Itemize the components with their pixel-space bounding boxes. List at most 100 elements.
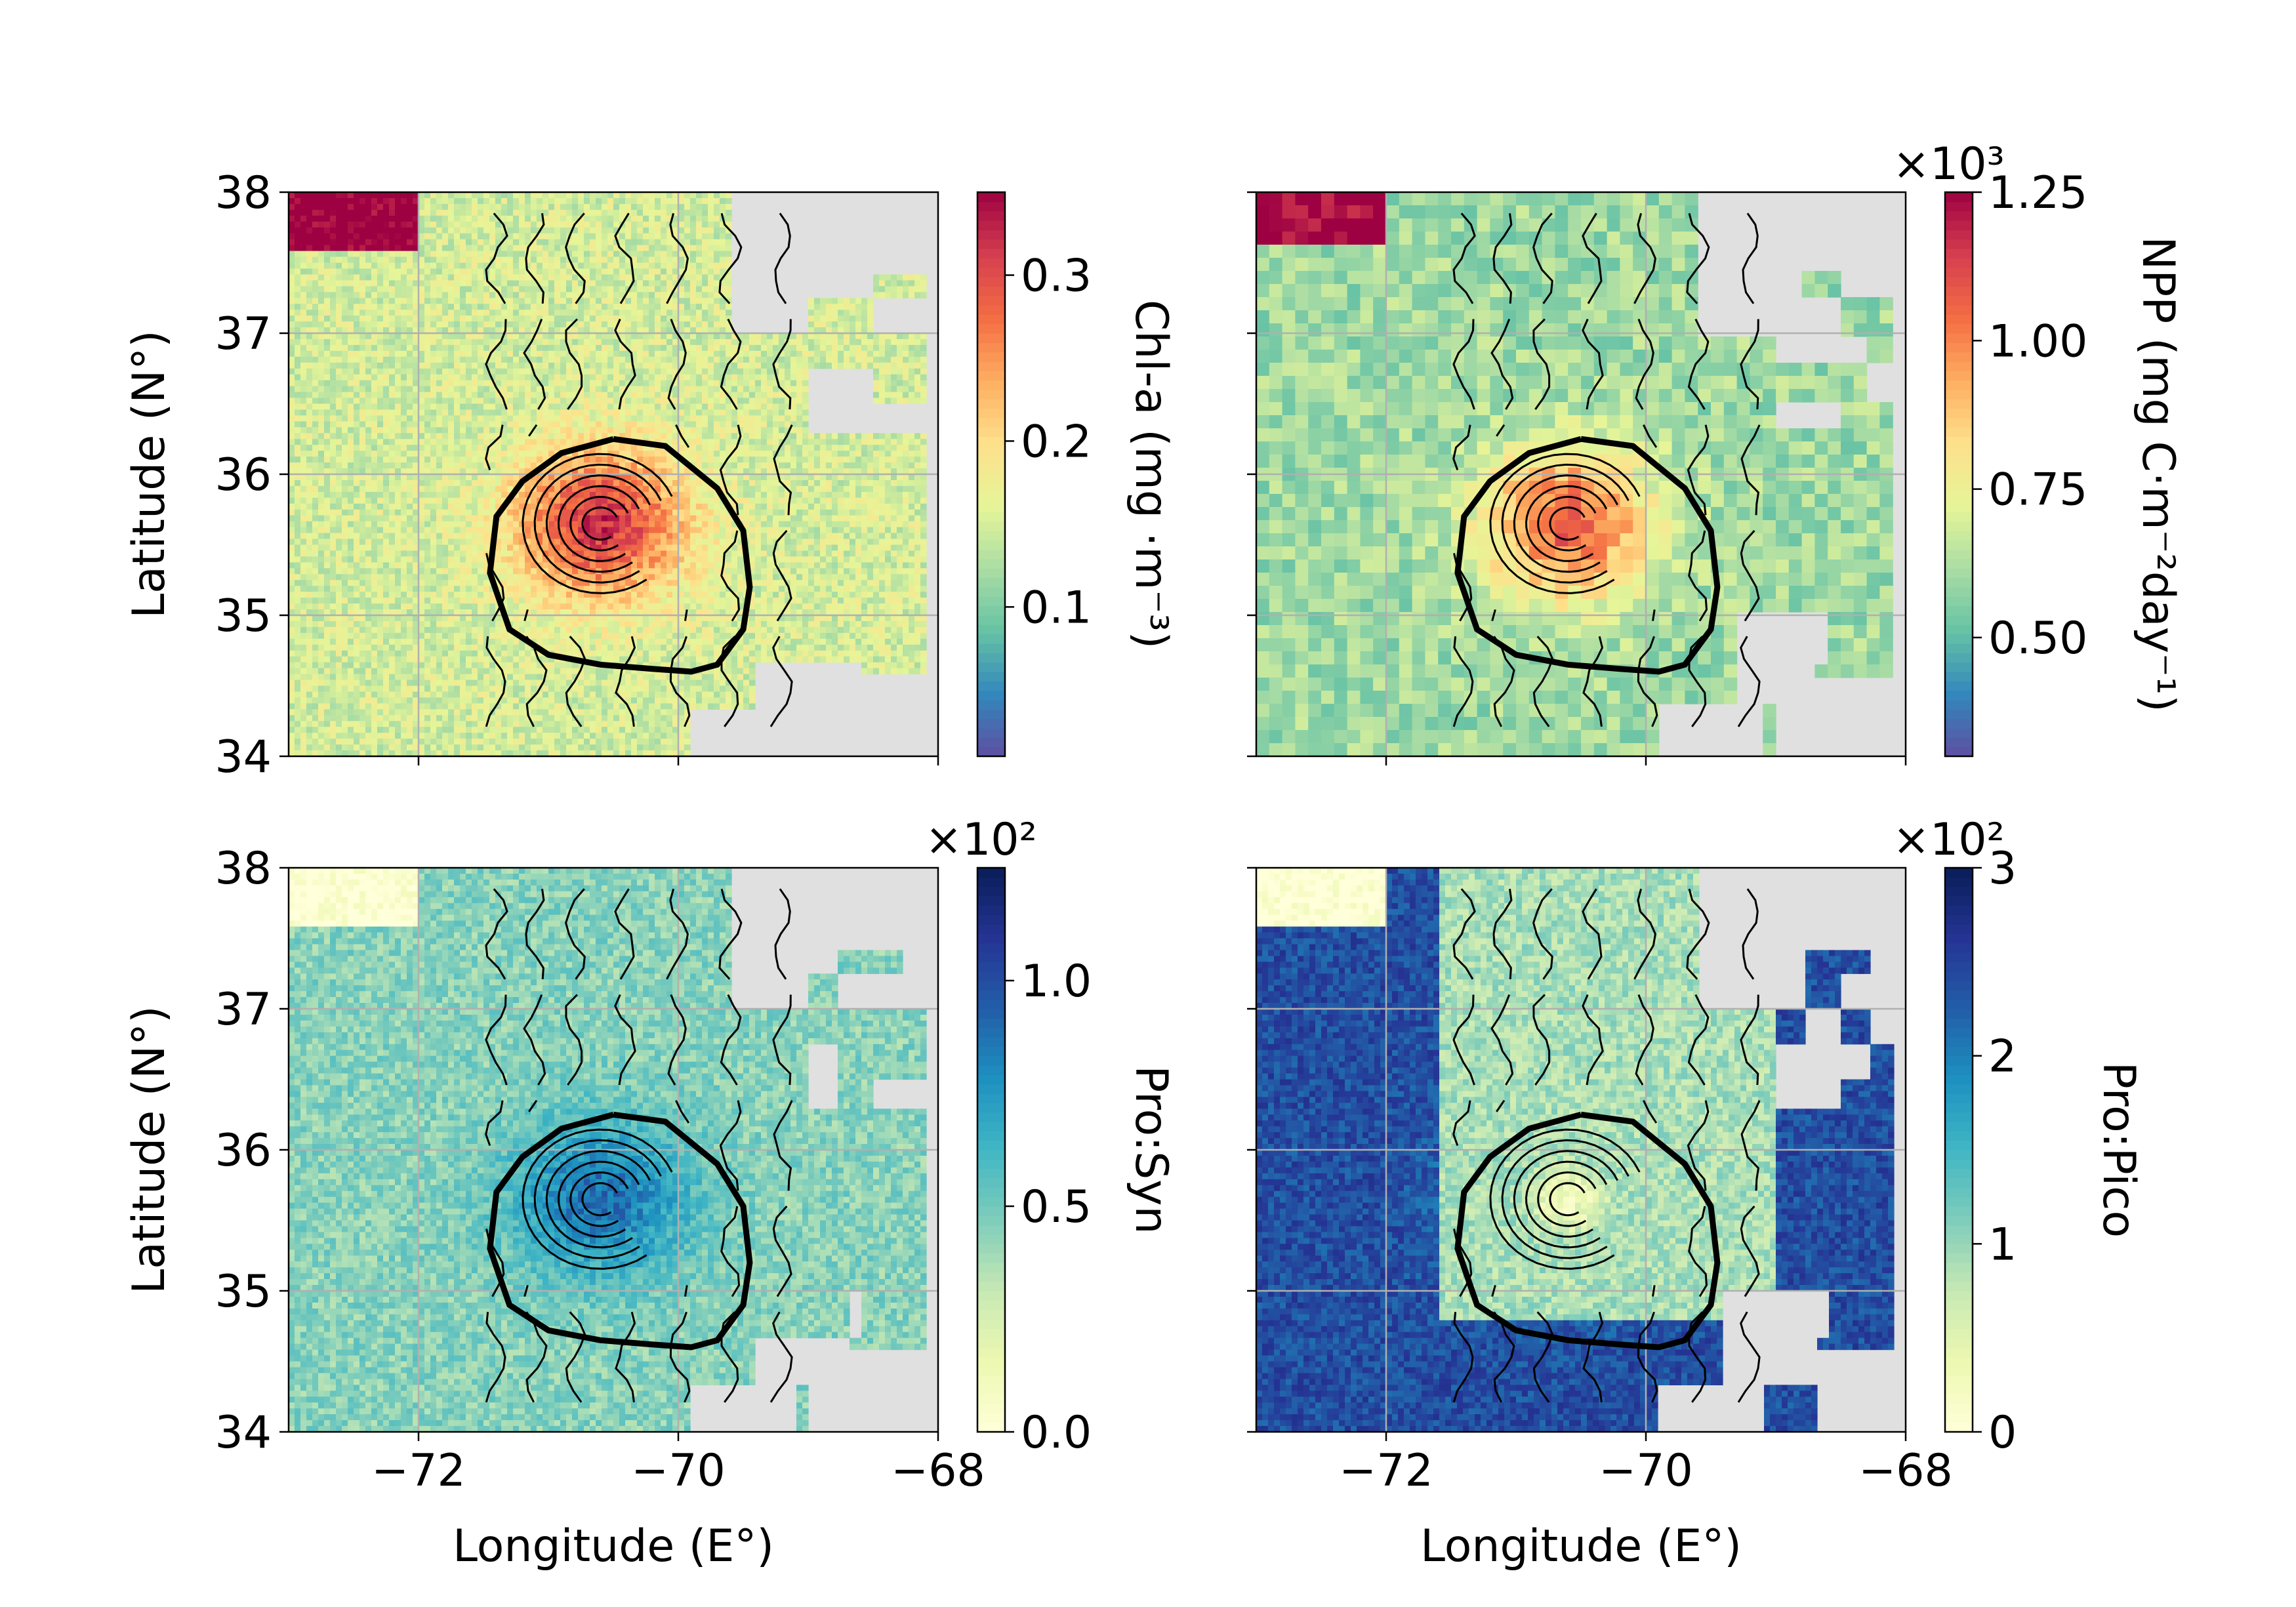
colorbar-step xyxy=(977,1187,1005,1198)
colorbar-step xyxy=(1945,474,1973,484)
colorbar-step xyxy=(977,446,1005,456)
colorbar-step xyxy=(977,342,1005,353)
colorbar-step xyxy=(977,1375,1005,1385)
colorbar-step xyxy=(977,201,1005,212)
colorbar-step xyxy=(1945,192,1973,202)
colorbar-step xyxy=(977,672,1005,681)
colorbar-step xyxy=(1945,1122,1973,1131)
streamlines xyxy=(1452,213,1761,727)
colorbar-step xyxy=(1945,868,1973,878)
colorbar-step xyxy=(977,540,1005,550)
colorbar-step xyxy=(977,286,1005,296)
colorbar-step xyxy=(1945,1337,1973,1348)
colorbar-step xyxy=(977,258,1005,268)
streamlines xyxy=(485,213,793,727)
colorbar-step xyxy=(977,690,1005,701)
colorbar-step xyxy=(977,521,1005,531)
y-axis-label: Latitude (N°) xyxy=(123,330,175,618)
colorbar-step xyxy=(1945,446,1973,456)
y-tick-label: 38 xyxy=(215,167,272,219)
colorbar-step xyxy=(977,653,1005,663)
colorbar-multiplier: ×10² xyxy=(1893,814,2005,866)
colorbar-step xyxy=(1945,427,1973,437)
colorbar-step xyxy=(977,681,1005,691)
colorbar-step xyxy=(977,624,1005,635)
y-ticks: 34 35 36 37 38 xyxy=(215,843,289,1459)
colorbar-step xyxy=(977,990,1005,1000)
colorbar-step xyxy=(977,1422,1005,1433)
colorbar-step xyxy=(1945,399,1973,409)
colorbar-step xyxy=(977,971,1005,981)
colorbar-step xyxy=(1945,295,1973,306)
colorbar-step xyxy=(977,295,1005,306)
colorbar-step xyxy=(977,981,1005,990)
colorbar-step xyxy=(977,211,1005,221)
colorbar-tick-label: 0 xyxy=(1988,1407,2017,1459)
colorbar-frame xyxy=(976,866,1006,1433)
colorbar-step xyxy=(977,999,1005,1009)
y-tick-label: 37 xyxy=(215,308,272,360)
heatmap-field xyxy=(289,868,927,1433)
colorbar-step xyxy=(977,1356,1005,1367)
colorbar-step xyxy=(1945,455,1973,466)
colorbar-step xyxy=(977,1272,1005,1282)
colorbar-step xyxy=(1945,662,1973,672)
colorbar-step xyxy=(977,1196,1005,1207)
colorbar-step xyxy=(1945,390,1973,399)
y-tick-label: 36 xyxy=(215,449,272,501)
colorbar-step xyxy=(977,239,1005,249)
colorbar-step xyxy=(977,267,1005,277)
eddy-contour xyxy=(487,436,753,675)
colorbar-step xyxy=(1945,971,1973,981)
colorbar-step xyxy=(1945,305,1973,315)
colorbar-step xyxy=(1945,380,1973,390)
x-ticks: −72 −70 −68 xyxy=(371,1432,985,1497)
colorbar-step xyxy=(1945,681,1973,691)
panel-npp: 0.50 0.75 1.00 1.25×10³ NPP (mg C·m⁻²day⁻¹) xyxy=(1247,138,2184,765)
colorbar-step xyxy=(977,1281,1005,1292)
colorbar-step xyxy=(977,1046,1005,1057)
colorbar-step xyxy=(977,634,1005,644)
grid-lines xyxy=(289,192,938,756)
colorbar-step xyxy=(977,1337,1005,1348)
colorbar-step xyxy=(1945,1422,1973,1433)
x-tick-label: −70 xyxy=(1599,1445,1693,1497)
colorbar-step xyxy=(1945,286,1973,296)
colorbar-step xyxy=(1945,981,1973,990)
y-tick-label: 35 xyxy=(215,590,272,642)
colorbar-step xyxy=(977,615,1005,625)
colorbar-step xyxy=(1945,1065,1973,1075)
colorbar-step xyxy=(977,380,1005,390)
y-tick-label: 34 xyxy=(215,1407,272,1459)
colorbar-step xyxy=(1945,559,1973,569)
colorbar-step xyxy=(1945,990,1973,1000)
colorbar-step xyxy=(1945,1281,1973,1292)
colorbar-step xyxy=(977,220,1005,230)
colorbar-step xyxy=(977,728,1005,738)
colorbar-step xyxy=(1945,672,1973,681)
colorbar-step xyxy=(977,559,1005,569)
x-ticks: −72 −70 −68 xyxy=(1339,1432,1953,1497)
colorbar-step xyxy=(977,1319,1005,1329)
colorbar-step xyxy=(977,1122,1005,1131)
colorbar-step xyxy=(1945,1112,1973,1122)
colorbar-step xyxy=(1945,1272,1973,1282)
colorbar-step xyxy=(977,1018,1005,1028)
eddy-contour xyxy=(487,1111,753,1351)
colorbar-step xyxy=(977,192,1005,202)
colorbar-step xyxy=(1945,1178,1973,1188)
colorbar-tick-label: 0.2 xyxy=(1021,416,1092,468)
colorbar-step xyxy=(1945,1300,1973,1311)
eddy-contour xyxy=(1454,1111,1721,1351)
colorbar-tick-label: 2 xyxy=(1988,1031,2017,1083)
colorbar-step xyxy=(1945,220,1973,230)
colorbar-step xyxy=(977,1366,1005,1376)
colorbar-step xyxy=(977,1385,1005,1395)
colorbar-step xyxy=(1945,1196,1973,1207)
colorbar-step xyxy=(1945,361,1973,371)
y-tick-label: 36 xyxy=(215,1125,272,1177)
colorbar-step xyxy=(977,277,1005,287)
colorbar-step xyxy=(977,1404,1005,1414)
colorbar-tick-label: 0.1 xyxy=(1021,582,1092,634)
colorbar-step xyxy=(977,390,1005,399)
